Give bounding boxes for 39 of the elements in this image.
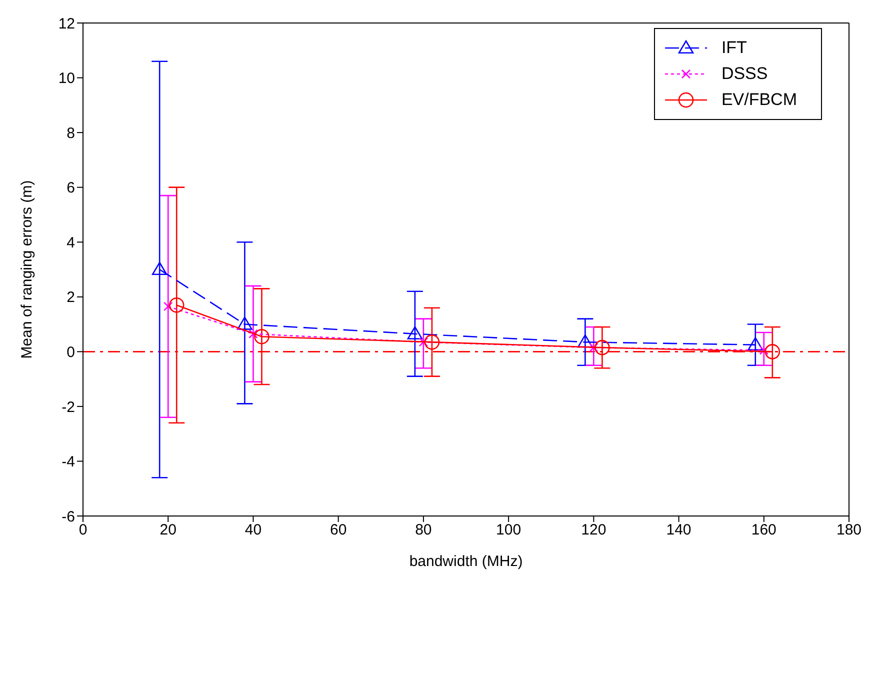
point xyxy=(152,262,168,276)
x-tick-label: 100 xyxy=(496,522,522,539)
point xyxy=(237,316,252,330)
y-tick-label: 4 xyxy=(66,234,75,252)
x-tick-label: 0 xyxy=(78,522,88,539)
point xyxy=(163,302,173,312)
y-tick-label: 6 xyxy=(66,180,75,197)
x-tick-label: 180 xyxy=(836,522,862,539)
x-tick-label: 160 xyxy=(751,522,776,539)
x-tick-label: 40 xyxy=(244,522,262,539)
y-tick-label: 12 xyxy=(58,15,75,32)
x-axis-title: bandwidth (MHz) xyxy=(409,553,523,570)
point xyxy=(407,326,423,340)
legend-label: IFT xyxy=(721,38,747,58)
x-tick-label: 80 xyxy=(415,522,432,539)
point xyxy=(168,297,184,313)
legend-label: EV/FBCM xyxy=(721,90,797,110)
y-tick-label: 10 xyxy=(58,70,75,88)
point xyxy=(418,337,428,347)
x-tick-label: 60 xyxy=(330,522,347,539)
y-tick-label: 8 xyxy=(66,124,75,142)
x-tick-label: 140 xyxy=(666,522,692,539)
legend-label: DSSS xyxy=(721,64,768,84)
point xyxy=(764,344,780,360)
point xyxy=(589,342,598,352)
point xyxy=(254,328,270,344)
point xyxy=(759,346,769,355)
y-tick-label: 2 xyxy=(66,289,75,306)
y-tick-label: -6 xyxy=(62,508,75,526)
y-tick-label: 0 xyxy=(66,344,75,361)
point xyxy=(748,337,764,350)
y-tick-label: -4 xyxy=(62,454,75,471)
x-tick-label: 120 xyxy=(581,522,606,539)
y-axis-title: Mean of ranging errors (m) xyxy=(18,180,36,359)
point xyxy=(594,340,610,356)
y-tick-label: -2 xyxy=(62,398,75,416)
x-tick-label: 20 xyxy=(160,522,176,539)
point xyxy=(248,329,258,339)
point xyxy=(424,334,440,350)
